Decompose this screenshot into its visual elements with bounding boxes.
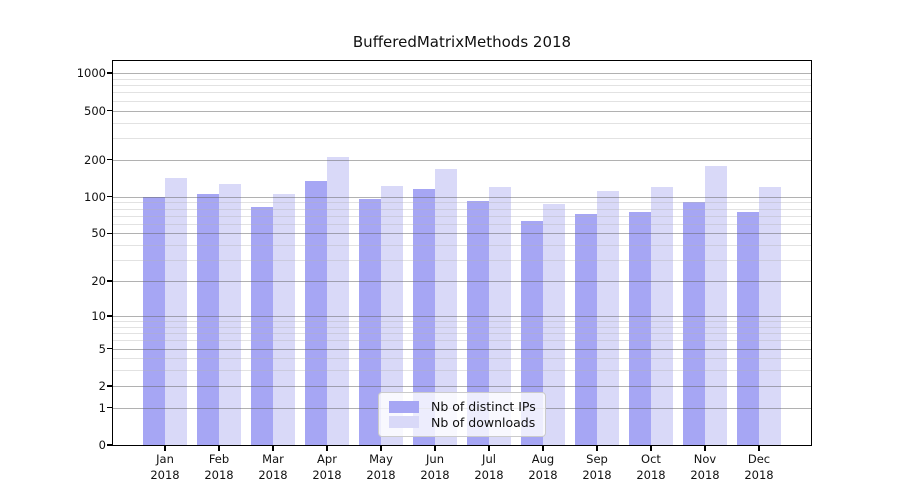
x-tick-label-mar: Mar 2018	[258, 452, 288, 482]
plot-border	[112, 60, 812, 446]
x-tick-label-apr: Apr 2018	[312, 452, 342, 482]
x-tick-mark-jun	[434, 446, 436, 451]
y-tick-label-5: 5	[98, 341, 106, 356]
y-tick-label-1: 1	[98, 400, 106, 415]
x-tick-mark-dec	[758, 446, 760, 451]
x-tick-mark-jan	[164, 446, 166, 451]
x-tick-mark-aug	[542, 446, 544, 451]
y-tick-label-0: 0	[98, 438, 106, 452]
legend-label-downloads: Nb of downloads	[431, 414, 536, 430]
x-tick-label-feb: Feb 2018	[204, 452, 234, 482]
x-tick-mark-sep	[596, 446, 598, 451]
x-tick-mark-feb	[218, 446, 220, 451]
y-tick-label-500: 500	[84, 103, 106, 118]
x-tick-mark-oct	[650, 446, 652, 451]
x-tick-label-jun: Jun 2018	[420, 452, 450, 482]
x-tick-label-jul: Jul 2018	[474, 452, 504, 482]
x-tick-label-sep: Sep 2018	[582, 452, 612, 482]
x-tick-mark-mar	[272, 446, 274, 451]
x-tick-label-oct: Oct 2018	[636, 452, 666, 482]
x-tick-label-aug: Aug 2018	[528, 452, 558, 482]
legend-item-downloads: Nb of downloads	[389, 415, 535, 430]
legend-label-distinct-ips: Nb of distinct IPs	[431, 399, 536, 415]
y-tick-label-2: 2	[98, 378, 106, 393]
y-tick-label-100: 100	[84, 189, 106, 204]
x-tick-mark-jul	[488, 446, 490, 451]
x-tick-label-jan: Jan 2018	[150, 452, 180, 482]
x-tick-label-may: May 2018	[366, 452, 396, 482]
chart-title: BufferedMatrixMethods 2018	[352, 33, 572, 51]
y-tick-label-10: 10	[91, 309, 106, 323]
legend-item-distinct-ips: Nb of distinct IPs	[389, 399, 536, 415]
x-tick-label-nov: Nov 2018	[690, 452, 720, 482]
y-tick-label-200: 200	[84, 152, 106, 167]
legend-swatch-distinct-ips	[389, 400, 419, 413]
y-tick-label-20: 20	[91, 274, 106, 289]
y-tick-label-1000: 1000	[76, 66, 106, 81]
x-tick-label-dec: Dec 2018	[744, 452, 774, 482]
legend: Nb of distinct IPs Nb of downloads	[378, 392, 546, 437]
x-tick-mark-apr	[326, 446, 328, 451]
y-tick-label-50: 50	[91, 226, 106, 241]
x-tick-mark-nov	[704, 446, 706, 451]
legend-swatch-downloads	[389, 416, 419, 429]
x-tick-mark-may	[380, 446, 382, 451]
